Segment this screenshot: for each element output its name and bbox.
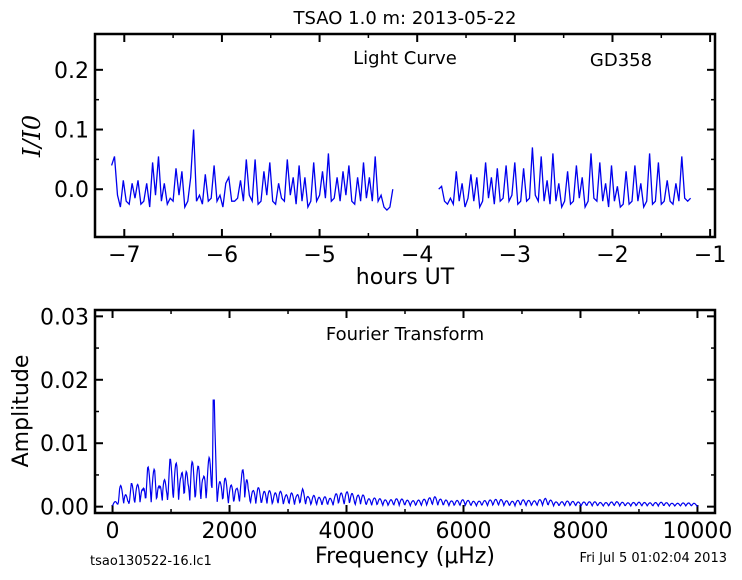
fourier-ytick-label: 0.01: [40, 432, 89, 457]
light-curve-frame: [93, 32, 717, 239]
light-curve-segment-2: [438, 147, 692, 210]
fourier-lines: [111, 399, 698, 508]
light-curve-ylabel: I/I0: [18, 115, 46, 158]
light-curve-xtick-label: −1: [694, 243, 726, 268]
light-curve-panel: −7 −6 −5 −4 −3 −2 −1 0.0 0.1 0.2 Light Curve GD35…: [18, 32, 726, 290]
light-curve-label: Light Curve: [353, 48, 457, 69]
light-curve-xtick-label: −4: [401, 243, 433, 268]
light-curve-lines: [110, 129, 692, 212]
fourier-label: Fourier Transform: [326, 324, 484, 345]
footer-filename: tsao130522-16.lc1: [90, 554, 212, 569]
fourier-ytick-label: 0.03: [40, 305, 89, 330]
object-label: GD358: [590, 50, 652, 71]
light-curve-ytick-label: 0.1: [54, 119, 89, 144]
fourier-panel: 0 2000 4000 6000 8000 10000 0.00 0.01 0.02 0.03 F…: [9, 305, 732, 569]
fourier-ticks: 0 2000 4000 6000 8000 10000 0.00 0.01 0.02 0.03: [40, 305, 732, 544]
light-curve-xtick-label: −6: [206, 243, 238, 268]
light-curve-xtick-label: −3: [499, 243, 531, 268]
footer-timestamp: Fri Jul 5 01:02:04 2013: [580, 551, 727, 566]
light-curve-ytick-label: 0.0: [54, 178, 89, 203]
fourier-ytick-label: 0.02: [40, 369, 89, 394]
fourier-xtick-label: 8000: [552, 519, 608, 544]
light-curve-xtick-label: −5: [303, 243, 335, 268]
figure-title: TSAO 1.0 m: 2013-05-22: [293, 8, 517, 29]
light-curve-ytick-label: 0.2: [54, 59, 89, 84]
fourier-xlabel: Frequency (μHz): [315, 544, 495, 569]
light-curve-xtick-label: −2: [596, 243, 628, 268]
fourier-spectrum-line: [111, 399, 698, 508]
light-curve-ticks: −7 −6 −5 −4 −3 −2 −1 0.0 0.1 0.2: [54, 34, 726, 268]
light-curve-segment-1: [110, 129, 394, 212]
fourier-xtick-label: 0: [106, 519, 120, 544]
fourier-xtick-label: 2000: [202, 519, 258, 544]
fourier-xtick-label: 10000: [662, 519, 732, 544]
light-curve-xlabel: hours UT: [356, 265, 455, 290]
fourier-xtick-label: 6000: [435, 519, 491, 544]
fourier-ylabel: Amplitude: [9, 355, 34, 468]
fourier-xtick-label: 4000: [319, 519, 375, 544]
light-curve-xtick-label: −7: [108, 243, 140, 268]
fourier-ytick-label: 0.00: [40, 496, 89, 521]
